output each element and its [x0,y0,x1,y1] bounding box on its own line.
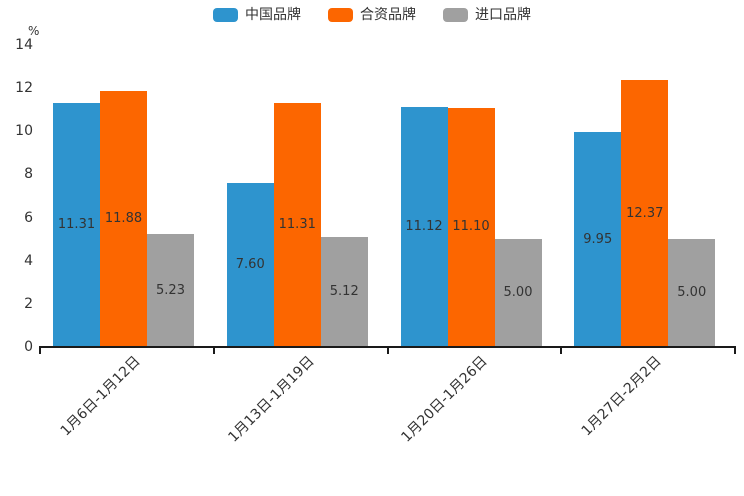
y-tick-label: 4 [24,252,33,269]
bar-series-1-cat-3 [400,107,448,347]
legend: 中国品牌 合资品牌 进口品牌 [0,8,744,22]
x-axis-tick [386,348,389,354]
legend-item-2[interactable]: 合资品牌 [328,8,416,22]
bar-value-label: 7.60 [235,257,265,273]
y-tick-label: 14 [15,37,33,53]
bar-series-1-cat-4 [574,132,622,347]
y-tick-label: 8 [24,166,33,183]
x-axis-line [39,346,736,348]
legend-swatch-icon [443,8,468,22]
bar-series-3-cat-4 [668,239,716,347]
bar-series-3-cat-1 [147,234,194,347]
x-axis-tick [560,348,563,354]
bar-series-3-cat-2 [320,236,368,347]
x-axis-tick [734,348,736,354]
x-axis-tick [212,348,215,354]
bar-series-2-cat-1 [100,90,147,347]
bar-series-2-cat-4 [621,80,669,347]
y-axis-unit-label: % [28,24,40,38]
legend-swatch-icon [213,8,238,22]
y-tick-label: 0 [24,339,33,355]
bar-value-label: 11.88 [104,210,143,226]
bar-value-label: 11.12 [405,219,443,235]
legend-item-1[interactable]: 中国品牌 [213,8,301,22]
legend-item-label: 进口品牌 [475,7,531,23]
bar-series-2-cat-2 [273,103,321,347]
bar-value-label: 12.37 [626,205,664,221]
bar-value-label: 5.00 [503,285,533,301]
legend-item-label: 合资品牌 [360,7,416,23]
y-tick-label: 2 [24,295,33,312]
y-tick-label: 6 [24,209,33,226]
bar-value-label: 5.12 [329,283,359,299]
y-tick-label: 10 [15,123,33,140]
bar-value-label: 11.31 [278,217,316,232]
bar-series-3-cat-3 [494,239,542,347]
bar-value-label: 11.10 [452,219,490,235]
bar-value-label: 5.23 [156,282,185,298]
bar-value-label: 11.31 [57,217,96,232]
bar-value-label: 9.95 [583,231,613,247]
bar-series-2-cat-3 [447,107,495,347]
bar-series-1-cat-1 [53,103,100,347]
y-tick-label: 12 [15,80,33,97]
legend-swatch-icon [328,8,353,22]
bar-series-1-cat-2 [226,183,274,347]
x-axis-label: 1月6日-1月12日 [57,353,144,440]
legend-item-3[interactable]: 进口品牌 [443,8,531,22]
legend-item-label: 中国品牌 [245,7,301,23]
x-axis-tick [39,348,41,354]
bar-value-label: 5.00 [677,285,707,301]
